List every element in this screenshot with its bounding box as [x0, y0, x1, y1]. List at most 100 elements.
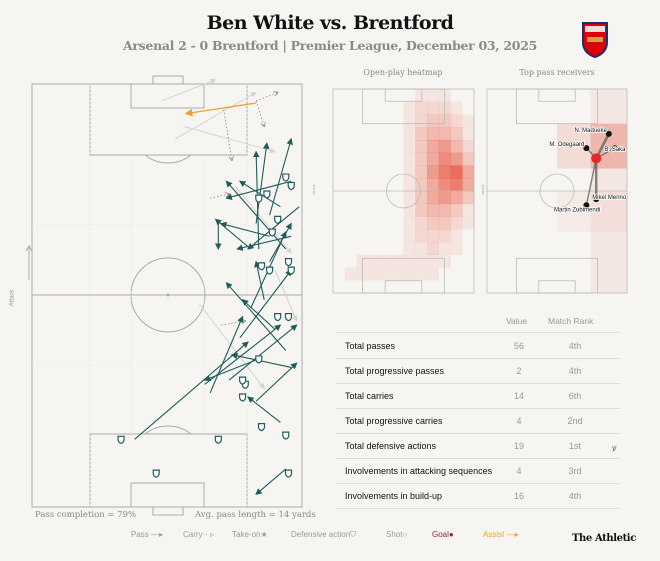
legend-takeon: Take-on★ — [232, 530, 268, 539]
stat-value: 16 — [513, 491, 524, 501]
heatmap-cell — [427, 101, 440, 115]
defensive-action-icon — [274, 313, 282, 322]
pass — [255, 468, 287, 496]
heatmap-cell — [438, 229, 451, 243]
heatmap-cell — [450, 127, 463, 141]
stat-label: Total defensive actions — [345, 441, 437, 451]
stat-rank: 1st — [568, 441, 581, 451]
heatmap-cell — [450, 101, 463, 115]
defensive-action-icon — [284, 258, 293, 267]
stat-value: 4 — [516, 416, 522, 426]
receiver-node — [593, 196, 600, 203]
pass — [134, 341, 249, 440]
incomplete-pass — [199, 303, 265, 390]
stat-label: Total passes — [345, 341, 396, 351]
heatmap-cell — [415, 191, 428, 205]
carry — [255, 100, 264, 126]
defensive-action-icon — [274, 215, 282, 224]
pass — [254, 260, 265, 300]
heatmap-cell — [450, 229, 463, 243]
shield-icon: ⛉ — [350, 530, 357, 539]
stat-rank: 6th — [568, 391, 582, 401]
stat-row: Involvements in build-up 16 4th — [336, 483, 620, 509]
heatmap-cell — [462, 203, 475, 217]
heatmap-cell — [450, 140, 463, 154]
stat-row: Total progressive carries 4 2nd — [336, 408, 620, 434]
heatmap-cell — [415, 165, 428, 179]
rank-header: Match Rank — [548, 316, 594, 326]
heatmap-cell — [462, 165, 475, 179]
heatmap-cell — [427, 114, 440, 128]
defensive-action-icon — [287, 181, 295, 191]
heatmap-cell — [462, 140, 475, 154]
heatmap-cell — [403, 140, 416, 154]
stat-row: Total passes 56 4th — [336, 333, 620, 359]
stat-row: Involvements in attacking sequences 4 3rd — [336, 458, 620, 484]
stat-rank: 4th — [568, 341, 582, 351]
medal-icon: ꝟ — [612, 443, 617, 453]
receiver-node — [583, 145, 590, 152]
defensive-action-icon — [284, 469, 293, 478]
heatmap-cell — [403, 178, 416, 192]
heatmap-cell — [403, 101, 416, 115]
receiver-node — [583, 202, 590, 209]
stat-label: Involvements in attacking sequences — [345, 466, 493, 476]
heatmap-cell — [450, 165, 463, 179]
assist — [184, 102, 257, 117]
heatmap-cell — [450, 152, 463, 166]
heatmap-cell — [462, 127, 475, 141]
heatmap-cell — [380, 267, 393, 281]
pass — [255, 362, 298, 402]
pass — [238, 180, 281, 208]
defensive-action-icon — [257, 262, 266, 271]
heatmap-cell — [415, 140, 428, 154]
heatmap-cell — [450, 178, 463, 192]
heatmap-cell — [427, 140, 440, 154]
heatmap-cell — [427, 89, 440, 103]
player-node — [591, 153, 602, 164]
stat-label: Total carries — [345, 391, 394, 401]
defensive-action-icon — [214, 435, 222, 444]
heatmap-cell — [438, 191, 451, 205]
heatmap-cell — [403, 216, 416, 230]
heatmap-cell — [438, 140, 451, 154]
stat-value: 14 — [513, 391, 524, 401]
pass — [225, 180, 287, 250]
receiver-node — [611, 145, 618, 152]
pass — [209, 315, 244, 394]
filled-circle-icon: ● — [448, 530, 454, 539]
incomplete-pass — [274, 269, 298, 322]
avg-pass-length: Avg. pass length = 14 yards — [195, 510, 316, 520]
attack-arrow-icon — [25, 245, 33, 280]
legend-shot: Shot○ — [386, 530, 408, 539]
defensive-action-icon — [263, 190, 271, 199]
receivers-axis-label: attack — [480, 184, 485, 195]
page-title: Ben White vs. Brentford — [206, 12, 454, 34]
heatmap-cell — [391, 267, 404, 281]
defensive-action-icon — [268, 228, 276, 237]
stat-label: Total progressive carries — [345, 416, 443, 426]
defensive-action-icon — [284, 313, 293, 322]
heatmap-cell — [427, 267, 440, 281]
pass — [239, 269, 292, 339]
receiver-label: Mikel Merino — [592, 195, 627, 201]
incomplete-pass — [174, 91, 257, 140]
stat-row: Total defensive actions 19 1st ꝟ — [336, 433, 620, 459]
heatmap-cell — [450, 216, 463, 230]
heatmap-cell — [450, 203, 463, 217]
pass-completion: Pass completion = 79% — [35, 510, 137, 520]
stat-row: Total progressive passes 2 4th — [336, 358, 620, 384]
heatmap-cell — [403, 127, 416, 141]
heatmap-cell — [450, 242, 463, 256]
heatmap-cell — [427, 127, 440, 141]
heatmap-cell — [427, 191, 440, 205]
heatmap-cell — [415, 114, 428, 128]
stat-rank: 4th — [568, 491, 582, 501]
pass-link — [585, 158, 597, 206]
heatmap-cell — [403, 152, 416, 166]
stat-value: 19 — [513, 441, 524, 451]
carry — [255, 92, 278, 102]
receiver-label: N. Madueke — [574, 128, 607, 134]
heatmap-cell — [462, 191, 475, 205]
